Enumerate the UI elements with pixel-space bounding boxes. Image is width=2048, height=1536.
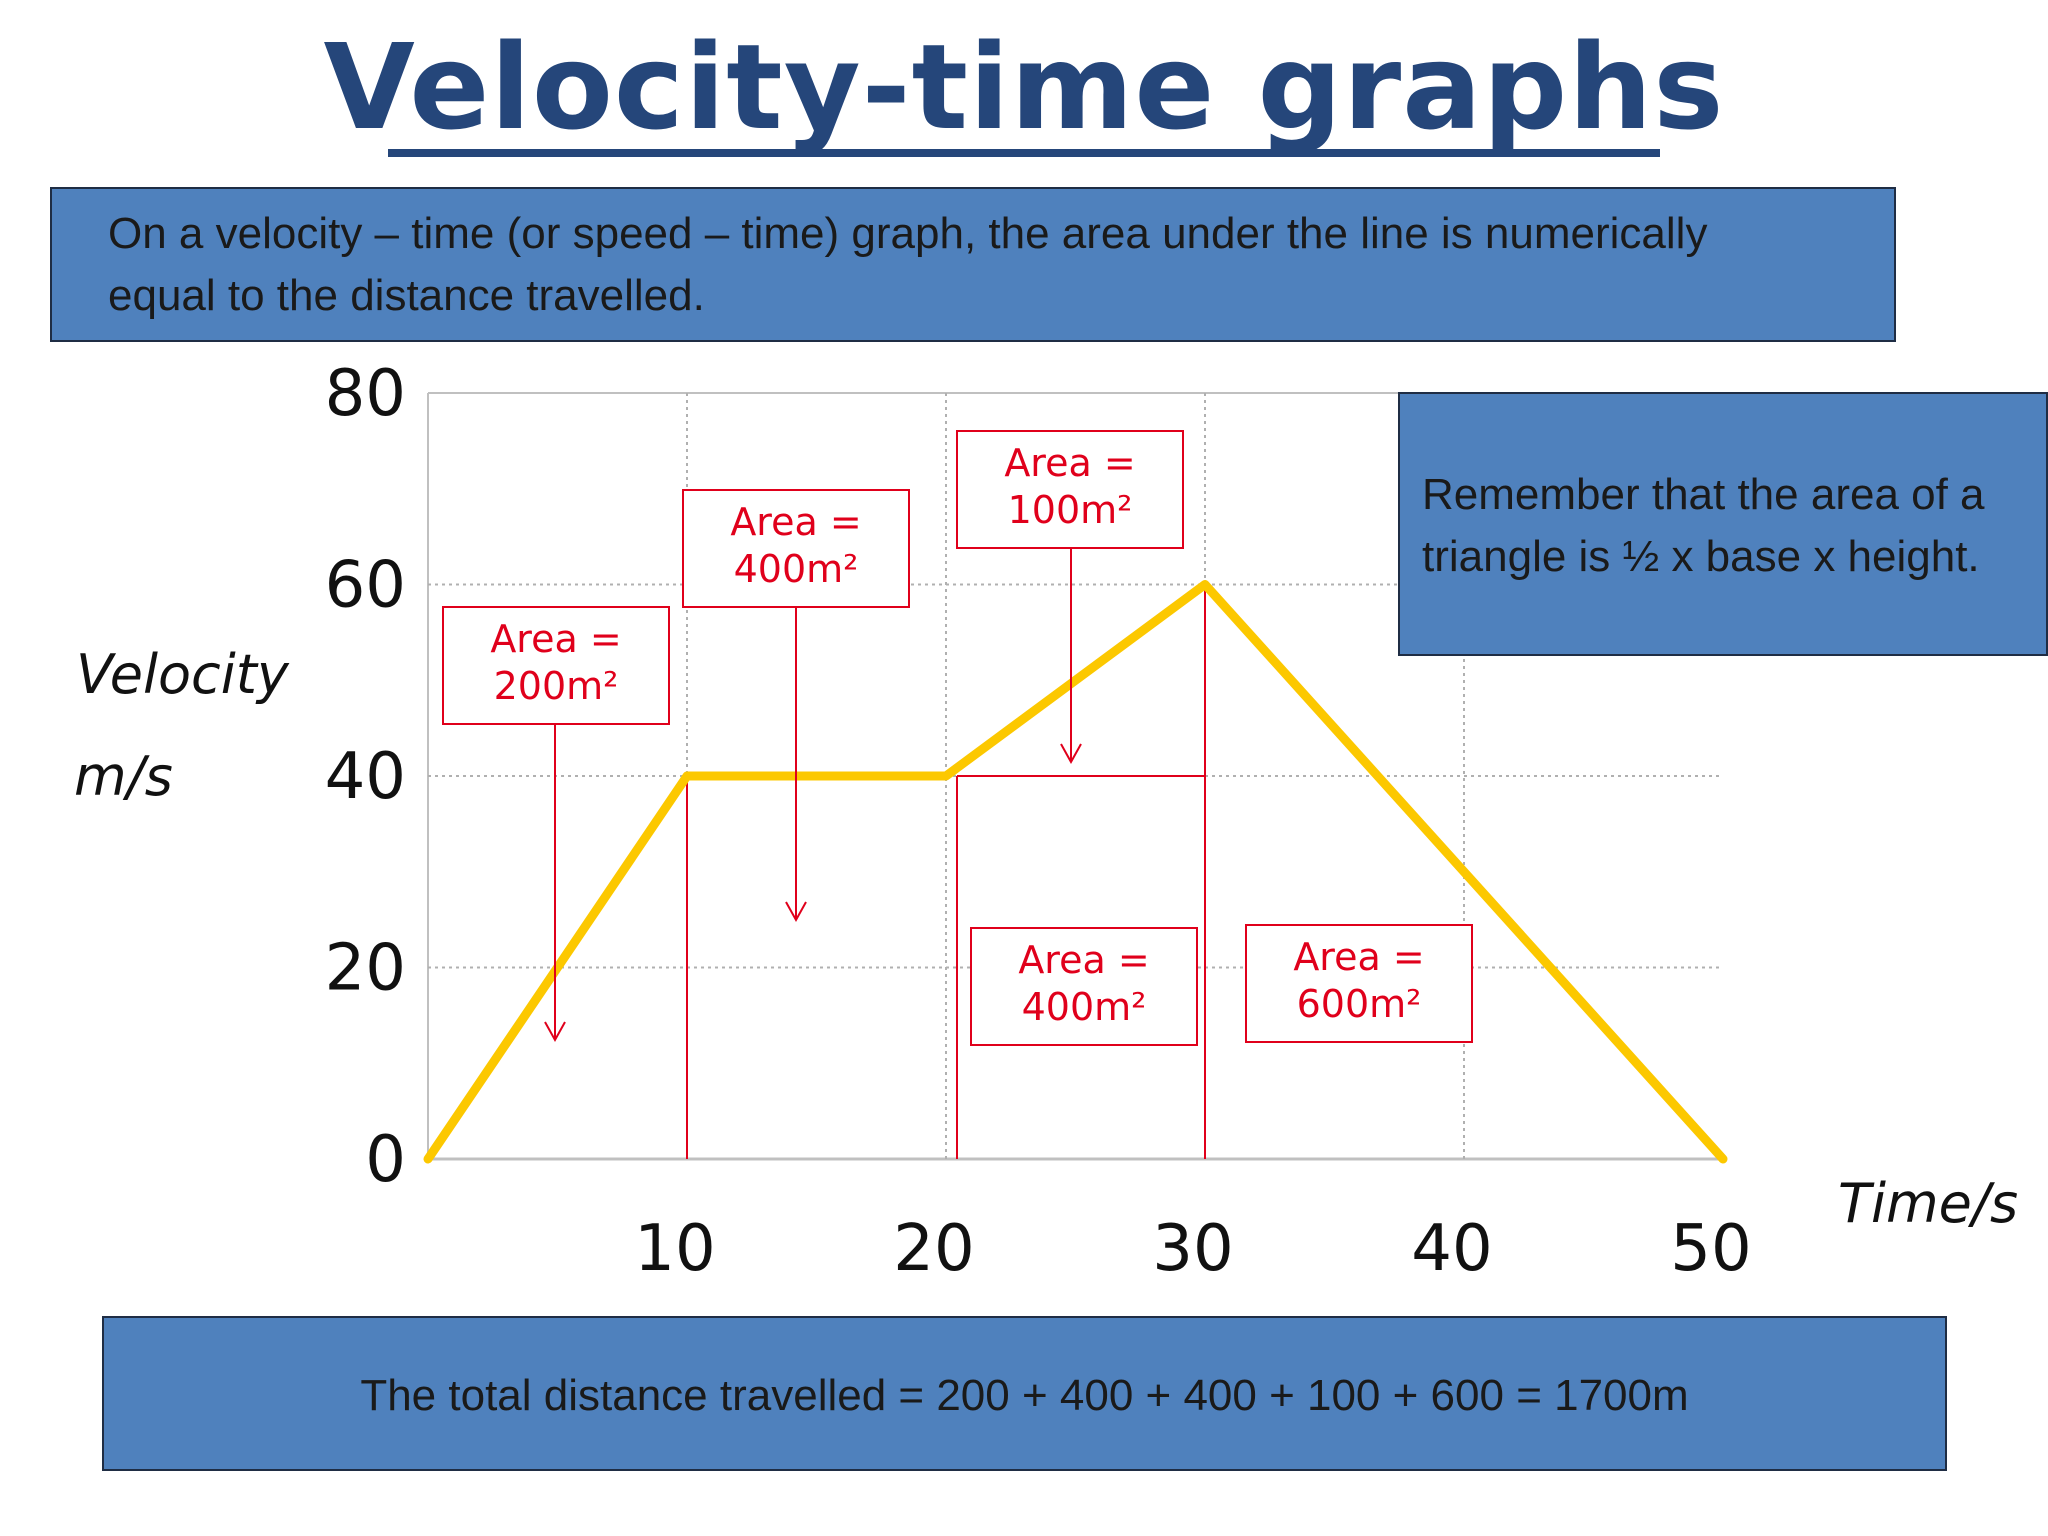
area-annotation: Area =600m² [1245, 924, 1473, 1043]
y-tick-label: 0 [365, 1123, 406, 1197]
annotation-value: 100m² [1008, 488, 1133, 532]
annotation-label: Area = [490, 617, 621, 661]
y-axis-unit-label: m/s [74, 745, 173, 808]
annotation-value: 600m² [1297, 982, 1422, 1026]
annotation-box [442, 606, 670, 725]
annotation-box [1245, 924, 1473, 1043]
x-tick-label: 30 [1152, 1212, 1233, 1286]
annotation-label: Area = [730, 500, 861, 544]
y-tick-label: 40 [325, 740, 406, 814]
annotation-label: Area = [1018, 938, 1149, 982]
area-annotation: Area =200m² [442, 606, 670, 1043]
total-distance-box: The total distance travelled = 200 + 400… [102, 1316, 1947, 1471]
annotation-value: 400m² [734, 547, 859, 591]
velocity-series-line [423, 580, 1728, 1164]
annotation-value: 200m² [494, 664, 619, 708]
intro-text-box: On a velocity – time (or speed – time) g… [50, 187, 1896, 342]
remember-text-line: Remember that the area of a [1422, 470, 1985, 519]
area-dividers [686, 584, 1206, 1159]
area-annotation: Area =400m² [970, 927, 1198, 1046]
y-tick-label: 80 [325, 357, 406, 431]
remember-text-line: triangle is ½ x base x height. [1422, 532, 1980, 581]
intro-text-line: equal to the distance travelled. [108, 271, 705, 320]
area-annotation: Area =100m² [956, 430, 1184, 765]
title-underline [388, 149, 1660, 157]
annotation-label: Area = [1004, 441, 1135, 485]
y-axis-label: Velocity [76, 643, 290, 706]
intro-text-line: On a velocity – time (or speed – time) g… [108, 209, 1708, 258]
area-annotation: Area =400m² [682, 489, 910, 923]
y-tick-label: 60 [325, 549, 406, 623]
annotation-arrow-head [785, 901, 807, 923]
x-tick-label: 20 [893, 1212, 974, 1286]
remember-note-box: Remember that the area of a triangle is … [1398, 392, 2048, 656]
annotation-arrow-head [1060, 743, 1082, 765]
annotation-box [970, 927, 1198, 1046]
x-tick-label: 10 [634, 1212, 715, 1286]
chart-ticks: 0 20 40 60 80 10 20 30 40 50 [325, 357, 1752, 1286]
axis-labels: Velocity m/s Time/s [74, 643, 2018, 1235]
annotation-label: Area = [1293, 935, 1424, 979]
x-tick-label: 50 [1670, 1212, 1751, 1286]
x-axis-label: Time/s [1838, 1172, 2018, 1235]
annotation-value: 400m² [1022, 985, 1147, 1029]
x-tick-label: 40 [1411, 1212, 1492, 1286]
annotation-box [682, 489, 910, 608]
annotation-arrow-head [544, 1021, 566, 1043]
annotation-box [956, 430, 1184, 549]
total-distance-text: The total distance travelled = 200 + 400… [360, 1371, 1689, 1420]
chart-series [423, 580, 1728, 1164]
page-title: Velocity-time graphs [323, 18, 1725, 156]
y-tick-label: 20 [325, 932, 406, 1006]
